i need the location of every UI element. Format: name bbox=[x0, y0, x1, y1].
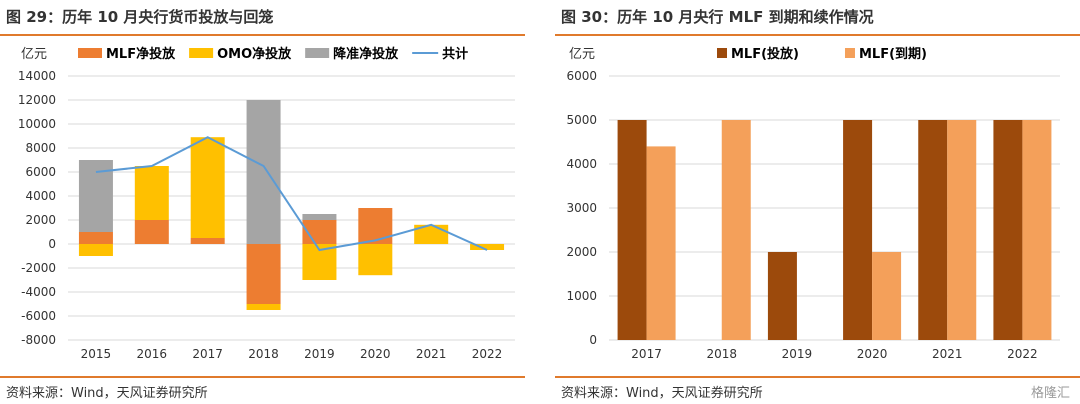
left-x-tick-label: 2017 bbox=[192, 347, 223, 361]
left-bar bbox=[134, 220, 169, 244]
left-bar bbox=[470, 244, 505, 250]
right-chart-panel: 图 30：历年 10 月央行 MLF 到期和续作情况 亿元 6000 5000 400… bbox=[555, 0, 1080, 404]
left-bar bbox=[246, 244, 281, 304]
left-y-tick-label: 12000 bbox=[18, 93, 56, 107]
left-bar bbox=[190, 238, 225, 244]
right-y-tick-label: 0 bbox=[589, 333, 597, 347]
left-source-rule bbox=[0, 376, 525, 378]
watermark-logo: 格隆汇 bbox=[1030, 386, 1070, 401]
right-y-tick-label: 1000 bbox=[566, 289, 597, 303]
right-legend-swatch bbox=[844, 48, 855, 58]
right-legend-label: MLF(到期) bbox=[859, 47, 927, 62]
left-legend-swatch bbox=[78, 48, 102, 58]
left-x-tick-label: 2016 bbox=[137, 347, 168, 361]
right-bar bbox=[947, 120, 977, 340]
left-bar bbox=[246, 304, 281, 310]
right-y-tick-label: 6000 bbox=[566, 69, 597, 83]
right-source-rule bbox=[555, 376, 1080, 378]
right-x-tick-label: 2019 bbox=[782, 347, 813, 361]
right-y-tick-label: 3000 bbox=[566, 201, 597, 215]
left-y-tick-label: 10000 bbox=[18, 117, 56, 131]
right-bar bbox=[767, 252, 797, 340]
right-legend-swatch bbox=[717, 48, 727, 58]
left-bar bbox=[78, 232, 113, 244]
left-legend-label: 共计 bbox=[442, 46, 468, 62]
left-y-tick-label: -2000 bbox=[21, 261, 56, 275]
left-y-tick-label: -8000 bbox=[21, 333, 56, 347]
left-y-tick-label: -4000 bbox=[21, 285, 56, 299]
left-x-tick-label: 2019 bbox=[304, 347, 335, 361]
left-x-tick-label: 2015 bbox=[81, 347, 112, 361]
right-legend-label: MLF(投放) bbox=[731, 46, 799, 62]
left-y-tick-label: 0 bbox=[48, 237, 56, 251]
left-bar bbox=[78, 244, 113, 256]
right-chart-svg: 亿元 6000 5000 4000 3000 2000 1000 0 2017 2018 2019 2… bbox=[566, 46, 1060, 361]
left-y-tick-label: 6000 bbox=[25, 165, 56, 179]
left-legend-label: MLF净投放 bbox=[106, 46, 176, 62]
left-chart-title: 图 29：历年 10 月央行货币投放与回笼 bbox=[6, 8, 274, 26]
left-x-tick-label: 2022 bbox=[472, 347, 503, 361]
right-bar bbox=[646, 146, 676, 340]
right-x-tick-label: 2022 bbox=[1007, 347, 1038, 361]
left-legend-label: OMO净投放 bbox=[217, 46, 292, 62]
right-y-tick-label: 2000 bbox=[566, 245, 597, 259]
left-y-tick-label: 14000 bbox=[18, 69, 56, 83]
right-bar bbox=[1022, 120, 1052, 340]
right-bar bbox=[721, 120, 751, 340]
left-y-tick-label: 4000 bbox=[25, 189, 56, 203]
left-y-tick-label: -6000 bbox=[21, 309, 56, 323]
left-bar bbox=[246, 100, 281, 244]
left-x-tick-label: 2018 bbox=[248, 347, 279, 361]
left-title-rule bbox=[0, 34, 525, 36]
left-y-tick-label: 2000 bbox=[25, 213, 56, 227]
left-bar bbox=[134, 166, 169, 220]
left-legend-label: 降准净投放 bbox=[333, 46, 399, 62]
right-chart-title: 图 30：历年 10 月央行 MLF 到期和续作情况 bbox=[561, 8, 874, 26]
left-bar bbox=[358, 244, 393, 276]
left-bar bbox=[190, 137, 225, 238]
right-source-note: 资料来源：Wind，天风证券研究所 bbox=[561, 386, 763, 401]
left-x-tick-label: 2020 bbox=[360, 347, 391, 361]
left-total-line bbox=[95, 136, 488, 252]
right-x-tick-label: 2017 bbox=[631, 347, 662, 361]
right-y-tick-label: 4000 bbox=[566, 157, 597, 171]
right-x-tick-label: 2021 bbox=[932, 347, 963, 361]
right-bar bbox=[843, 120, 873, 340]
left-chart-panel: 图 29：历年 10 月央行货币投放与回笼 亿元 14000 12000 10000 8… bbox=[0, 0, 525, 404]
left-y-unit-label: 亿元 bbox=[21, 47, 47, 62]
right-title-rule bbox=[555, 34, 1080, 36]
left-bar bbox=[302, 214, 337, 220]
left-y-tick-label: 8000 bbox=[25, 141, 56, 155]
right-bar bbox=[918, 120, 948, 340]
left-source-note: 资料来源：Wind，天风证券研究所 bbox=[6, 386, 208, 401]
right-x-tick-label: 2020 bbox=[857, 347, 888, 361]
right-x-tick-label: 2018 bbox=[706, 347, 737, 361]
right-bar bbox=[617, 120, 647, 340]
right-y-tick-label: 5000 bbox=[566, 113, 597, 127]
left-legend-swatch bbox=[305, 48, 330, 58]
right-bar bbox=[872, 252, 902, 340]
left-x-tick-label: 2021 bbox=[416, 347, 447, 361]
right-bar bbox=[993, 120, 1023, 340]
left-legend-swatch bbox=[189, 48, 214, 58]
left-bar bbox=[358, 208, 393, 244]
left-chart-svg: 亿元 14000 12000 10000 8000 6000 4000 2000 0 -2000 -… bbox=[18, 46, 515, 361]
right-y-unit-label: 亿元 bbox=[569, 47, 595, 62]
